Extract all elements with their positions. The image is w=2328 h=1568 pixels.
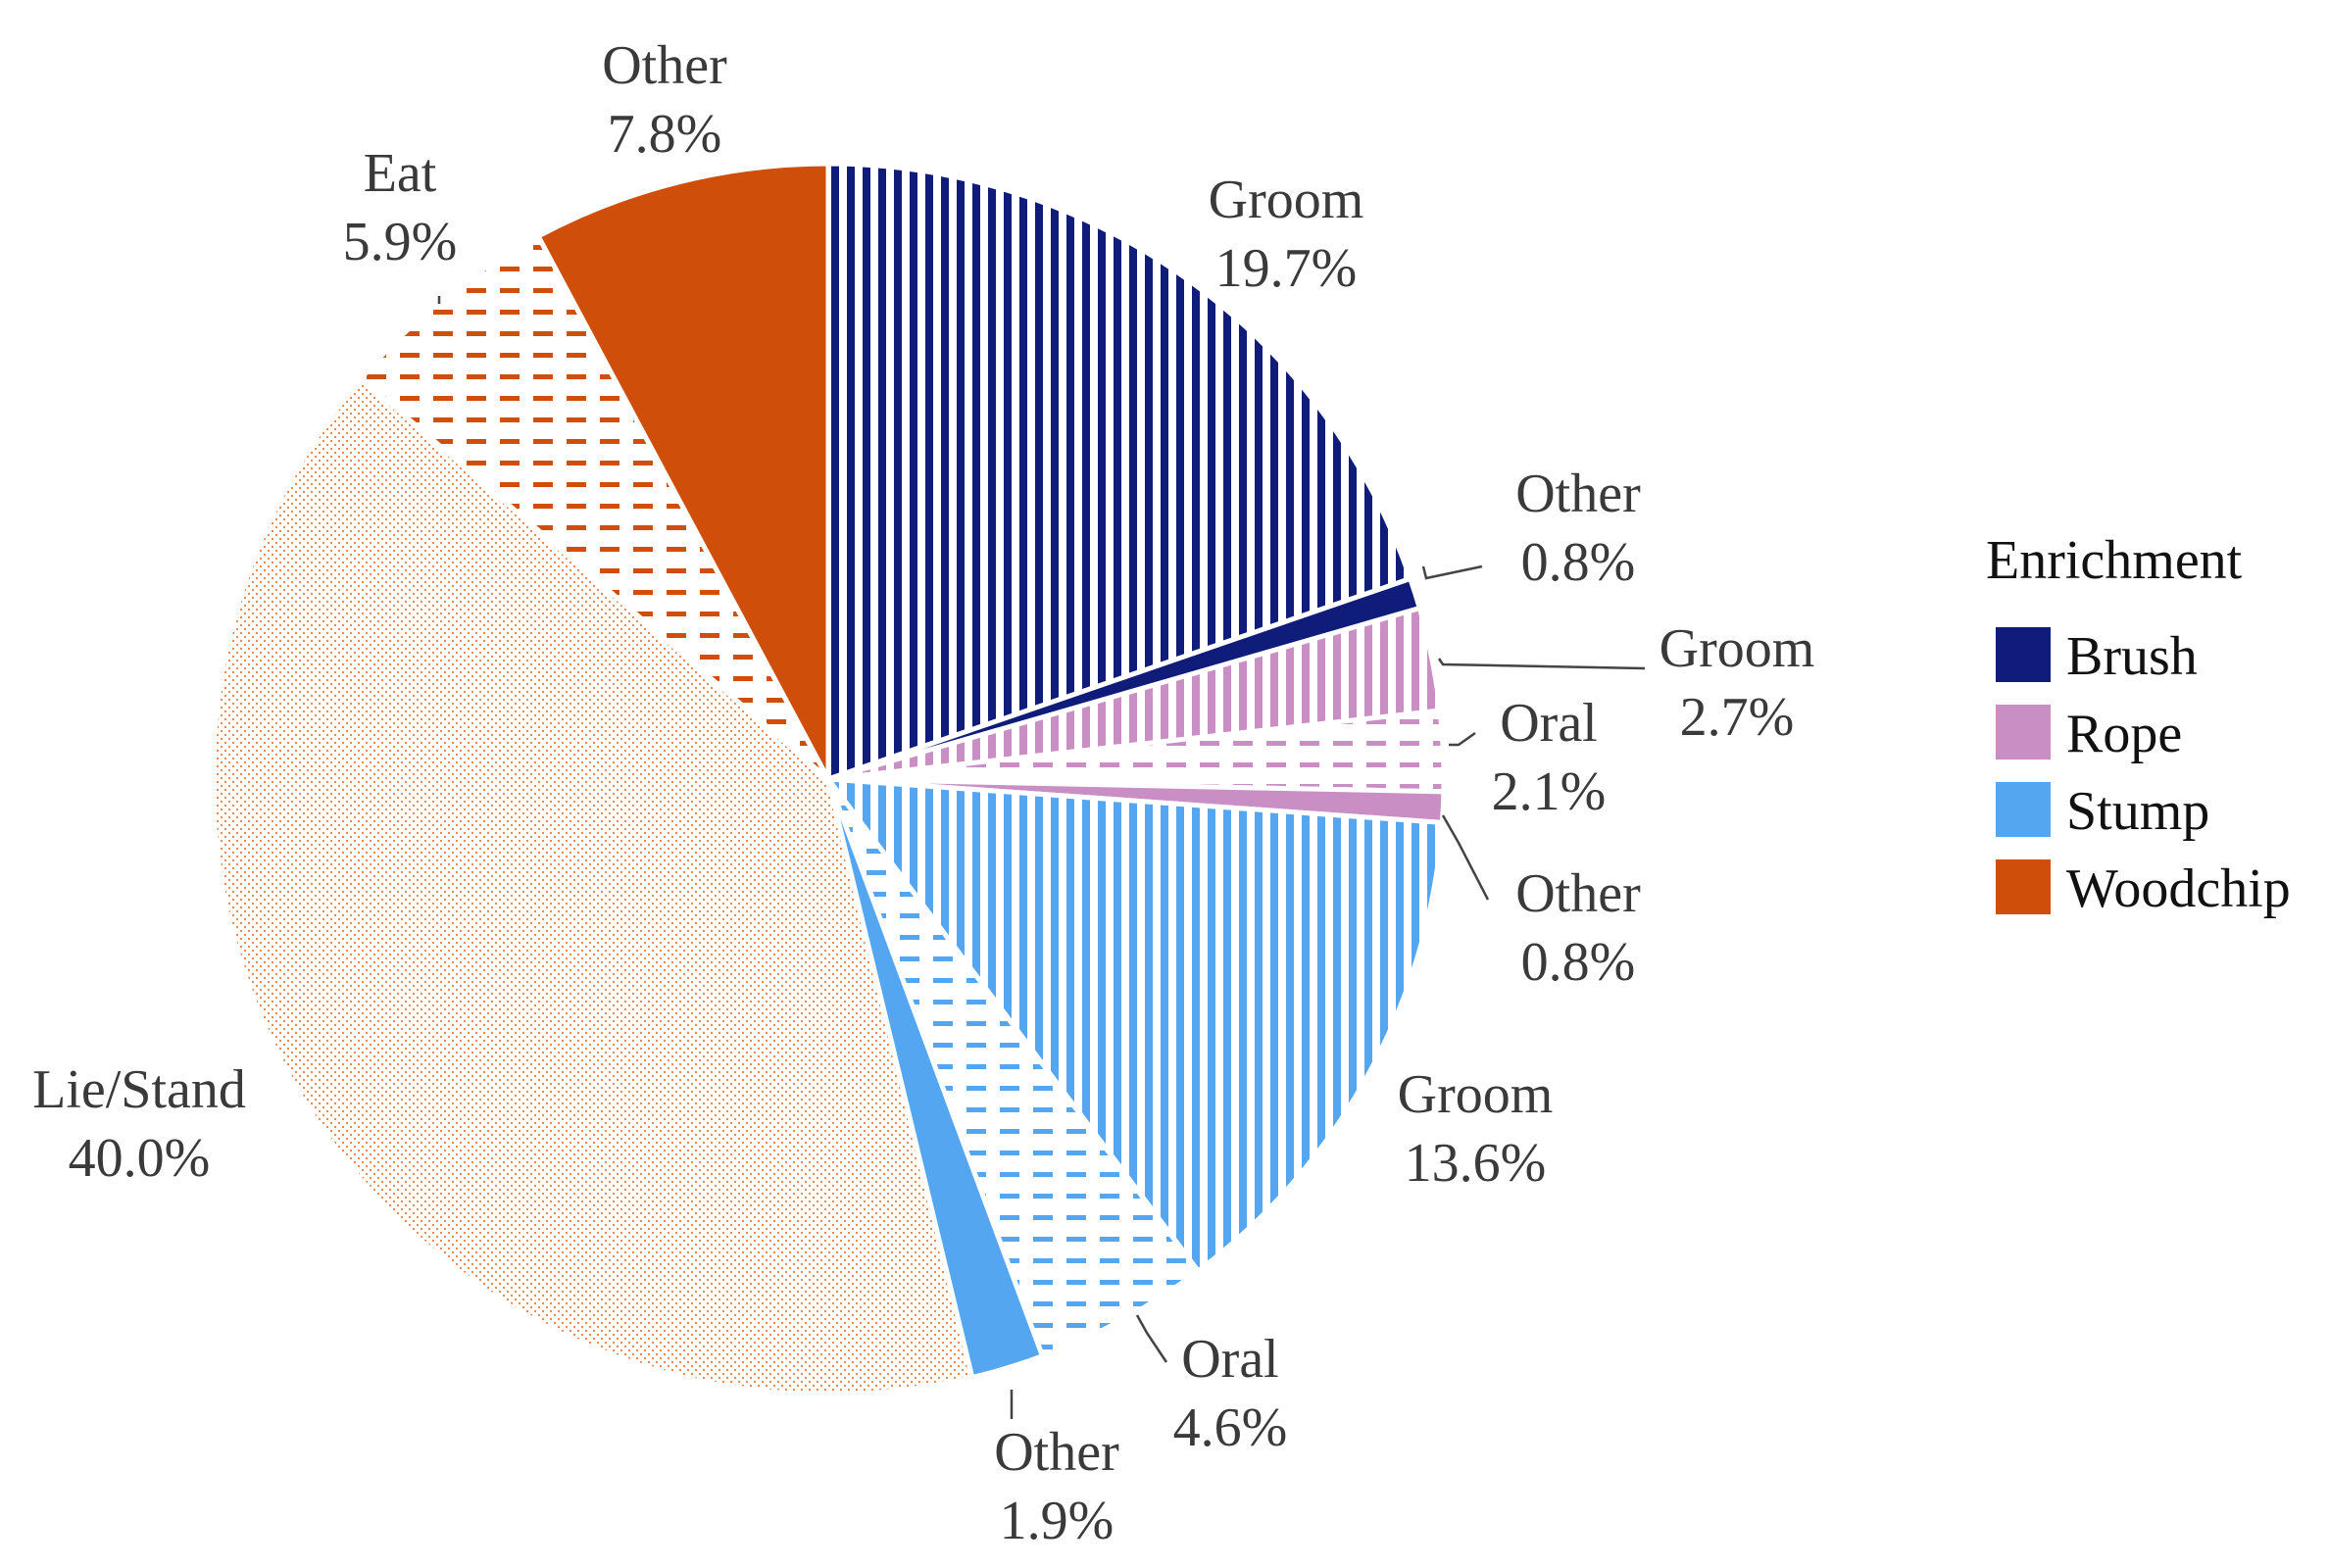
slice-stump-oral xyxy=(825,777,1202,1359)
leader-line-2 xyxy=(1437,658,1646,670)
legend-swatch-woodchip xyxy=(1996,859,2051,914)
data-label-value-10: 7.8% xyxy=(608,104,722,165)
data-label-value-6: 4.6% xyxy=(1173,1397,1288,1458)
data-label-9: Eat 5.9% xyxy=(343,143,458,272)
slice-brush-groom xyxy=(825,161,1413,783)
data-label-name-5: Groom xyxy=(1398,1064,1554,1125)
data-label-8: Lie/Stand 40.0% xyxy=(32,1059,246,1189)
slice-woodchip-eat xyxy=(357,232,831,781)
data-label-name-3: Oral xyxy=(1500,693,1598,754)
legend-swatch-stump xyxy=(1996,782,2051,837)
data-label-2: Groom 2.7% xyxy=(1659,618,1815,748)
data-label-1: Other 0.8% xyxy=(1515,464,1641,593)
legend-title: Enrichment xyxy=(1986,530,2243,591)
data-label-name-10: Other xyxy=(602,35,727,96)
data-label-value-5: 13.6% xyxy=(1405,1133,1547,1194)
data-label-value-4: 0.8% xyxy=(1521,932,1636,993)
data-label-10: Other 7.8% xyxy=(602,35,727,165)
data-label-value-9: 5.9% xyxy=(343,212,458,272)
pie-slices xyxy=(210,161,1447,1397)
leader-line-4 xyxy=(1441,814,1490,901)
legend-label-woodchip: Woodchip xyxy=(2066,858,2291,919)
data-label-value-8: 40.0% xyxy=(69,1128,211,1189)
leader-line-6 xyxy=(1135,1314,1168,1363)
leader-line-3 xyxy=(1449,731,1476,747)
data-label-value-1: 0.8% xyxy=(1521,532,1636,593)
data-label-6: Oral 4.6% xyxy=(1173,1329,1288,1458)
data-label-3: Oral 2.1% xyxy=(1492,693,1607,822)
legend-swatch-rope xyxy=(1996,705,2051,760)
data-label-4: Other 0.8% xyxy=(1515,863,1641,993)
data-label-name-0: Groom xyxy=(1209,170,1364,230)
legend-label-stump: Stump xyxy=(2066,781,2209,842)
data-label-0: Groom 19.7% xyxy=(1209,170,1364,299)
data-label-5: Groom 13.6% xyxy=(1398,1064,1554,1194)
data-label-name-2: Groom xyxy=(1659,618,1815,679)
data-label-value-7: 1.9% xyxy=(1000,1491,1114,1551)
legend-swatch-brush xyxy=(1996,627,2051,682)
legend-label-rope: Rope xyxy=(2066,704,2182,764)
data-label-name-7: Other xyxy=(994,1422,1119,1483)
data-label-name-9: Eat xyxy=(364,143,437,204)
legend: Enrichment Brush Rope Stump Woodchip xyxy=(1986,530,2291,919)
data-label-name-6: Oral xyxy=(1181,1329,1279,1390)
leader-lines xyxy=(437,296,1646,1419)
slice-stump-groom xyxy=(822,776,1446,1275)
data-label-name-8: Lie/Stand xyxy=(32,1059,246,1120)
slice-woodchip-lie-stand xyxy=(210,374,975,1397)
slice-woodchip-other xyxy=(534,161,831,781)
leader-line-1 xyxy=(1421,564,1483,580)
data-label-name-1: Other xyxy=(1515,464,1641,524)
slice-labels: Groom 19.7% Other 0.8% Groom 2.7% Oral 2.1% Othe… xyxy=(32,35,1814,1551)
legend-label-brush: Brush xyxy=(2066,626,2198,687)
data-label-value-3: 2.1% xyxy=(1492,761,1607,822)
data-label-name-4: Other xyxy=(1515,863,1641,924)
data-label-value-0: 19.7% xyxy=(1215,238,1358,299)
data-label-7: Other 1.9% xyxy=(994,1422,1119,1551)
data-label-value-2: 2.7% xyxy=(1680,687,1795,748)
